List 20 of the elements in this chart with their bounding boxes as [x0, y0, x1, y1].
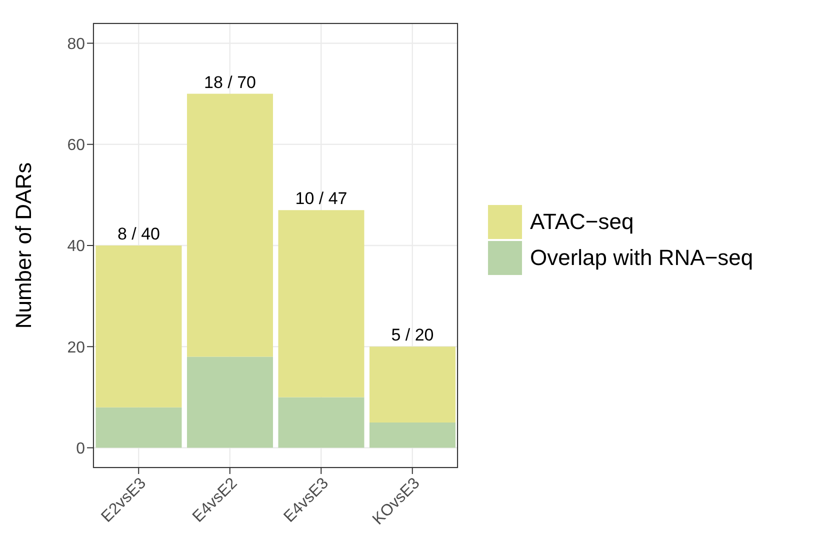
y-tick-label: 40 — [67, 238, 86, 256]
bar — [186, 356, 273, 448]
bar — [278, 210, 364, 398]
y-axis-title: Number of DARs — [10, 162, 36, 329]
bar — [96, 246, 182, 408]
y-tick-label: 80 — [67, 36, 86, 53]
bar — [369, 422, 456, 448]
y-tick-label: 20 — [67, 339, 86, 356]
bar — [186, 94, 273, 357]
total-label: 18 / 70 — [204, 72, 256, 92]
y-tick-label: 60 — [67, 137, 86, 154]
bar — [96, 407, 182, 448]
y-tick-label: 0 — [76, 440, 86, 458]
legend-label: Overlap with RNA−seq — [530, 244, 754, 270]
legend-label: ATAC−seq — [530, 208, 634, 234]
total-label: 10 / 47 — [295, 189, 348, 208]
bar — [278, 397, 364, 448]
total-label: 5 / 20 — [391, 326, 434, 345]
total-label: 8 / 40 — [117, 224, 160, 244]
bar — [369, 346, 456, 422]
